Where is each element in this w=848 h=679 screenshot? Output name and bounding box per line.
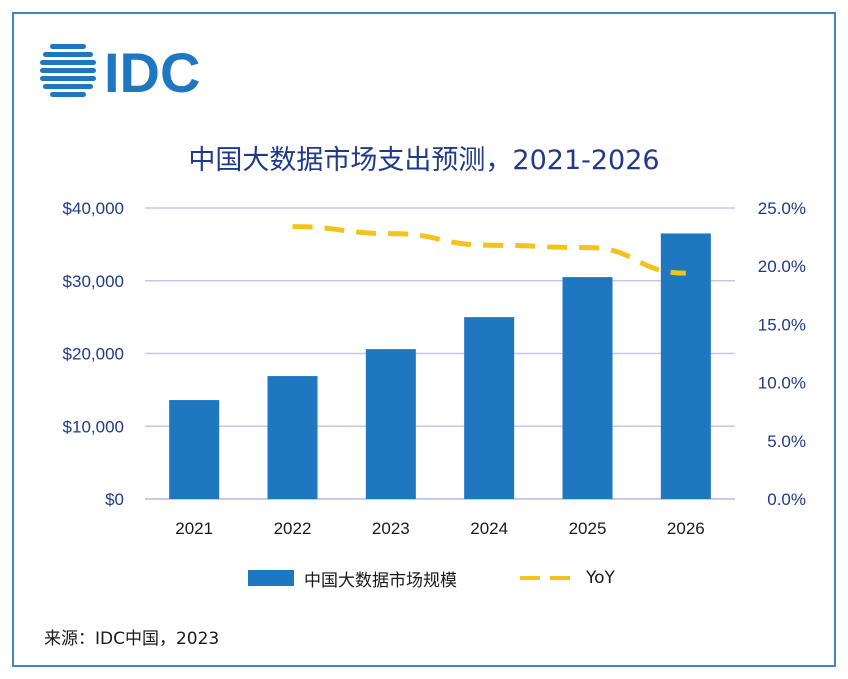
legend-label-bar: 中国大数据市场规模 bbox=[304, 570, 457, 591]
bar bbox=[660, 233, 711, 499]
y-right-tick-label: 25.0% bbox=[758, 199, 806, 218]
globe-icon bbox=[40, 44, 96, 97]
x-tick-label: 2023 bbox=[372, 519, 410, 538]
logo-text: IDC bbox=[104, 41, 200, 98]
y-left-tick-label: $0 bbox=[105, 490, 124, 509]
y-right-tick-label: 15.0% bbox=[758, 315, 806, 334]
y-right-tick-label: 5.0% bbox=[767, 432, 806, 451]
legend-line-swatch bbox=[520, 576, 576, 580]
y-left-tick-label: $20,000 bbox=[63, 345, 124, 364]
legend-label-line: YoY bbox=[586, 568, 615, 588]
bar bbox=[464, 317, 515, 499]
legend-item-line: YoY bbox=[520, 563, 615, 593]
x-tick-label: 2022 bbox=[274, 519, 312, 538]
idc-logo: IDC bbox=[40, 41, 200, 98]
legend-item-bar: 中国大数据市场规模 bbox=[248, 563, 457, 593]
y-left-tick-label: $30,000 bbox=[63, 272, 124, 291]
y-right-tick-label: 20.0% bbox=[758, 257, 806, 276]
x-tick-label: 2025 bbox=[569, 519, 607, 538]
x-tick-label: 2024 bbox=[470, 519, 508, 538]
source-note: 来源：IDC中国，2023 bbox=[44, 629, 220, 649]
x-tick-label: 2026 bbox=[667, 519, 705, 538]
y-left-tick-label: $10,000 bbox=[63, 417, 124, 436]
bar bbox=[562, 277, 613, 499]
legend-bar-swatch bbox=[248, 570, 294, 586]
legend: 中国大数据市场规模 YoY bbox=[0, 563, 848, 593]
y-right-tick-label: 0.0% bbox=[767, 490, 806, 509]
bar bbox=[267, 376, 318, 499]
y-right-tick-label: 10.0% bbox=[758, 374, 806, 393]
chart-title: 中国大数据市场支出预测，2021-2026 bbox=[188, 145, 660, 176]
x-tick-label: 2021 bbox=[175, 519, 213, 538]
yoy-line bbox=[292, 224, 686, 276]
y-left-tick-label: $40,000 bbox=[63, 199, 124, 218]
bar bbox=[169, 400, 220, 499]
bar bbox=[365, 349, 416, 499]
